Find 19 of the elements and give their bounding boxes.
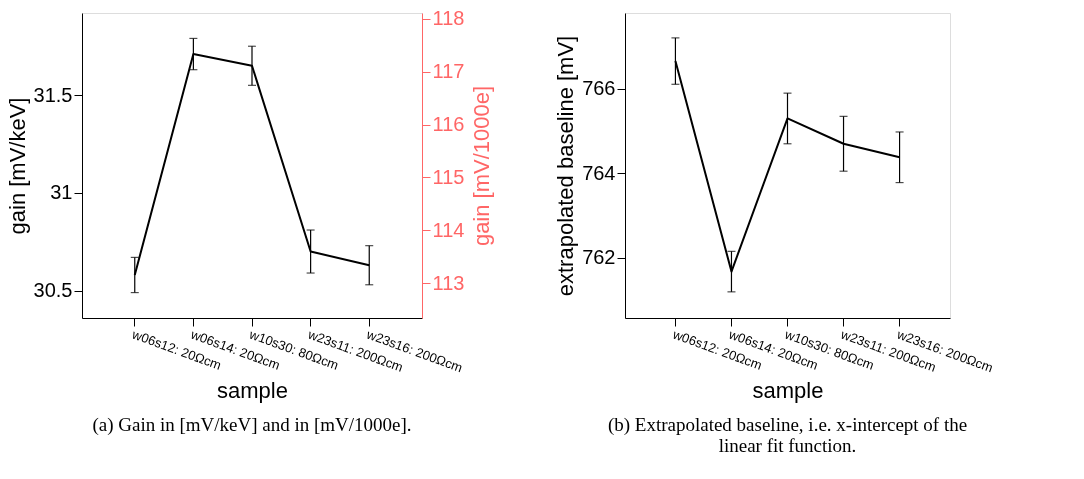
y-tick-label: 31	[50, 181, 73, 204]
y-tick-label: 31.5	[33, 83, 73, 106]
y2-tick-label: 114	[432, 218, 465, 241]
y2-axis-title: gain [mV/1000e]	[469, 85, 495, 247]
y-axis-title: extrapolated baseline [mV]	[553, 35, 579, 297]
text: (a) Gain in [mV/keV] and in [mV/1000e].	[92, 413, 412, 436]
y-tick-label: 764	[582, 161, 616, 184]
y2-tick-label: 118	[432, 7, 465, 30]
y2-tick-label: 116	[432, 113, 465, 136]
y-tick-label: 762	[582, 246, 616, 269]
text: (b) Extrapolated baseline, i.e. x-intercept of the linear fit function.	[607, 413, 968, 456]
y2-tick-label: 117	[432, 60, 465, 83]
y-tick-label: 30.5	[33, 279, 73, 302]
y-axis-title: gain [mV/keV]	[4, 97, 30, 235]
x-axis-title: sample	[752, 378, 824, 404]
y-tick-label: 766	[582, 77, 616, 100]
x-axis-title: sample	[217, 378, 288, 404]
y2-tick-label: 115	[432, 165, 465, 188]
y2-tick-label: 113	[432, 271, 465, 294]
